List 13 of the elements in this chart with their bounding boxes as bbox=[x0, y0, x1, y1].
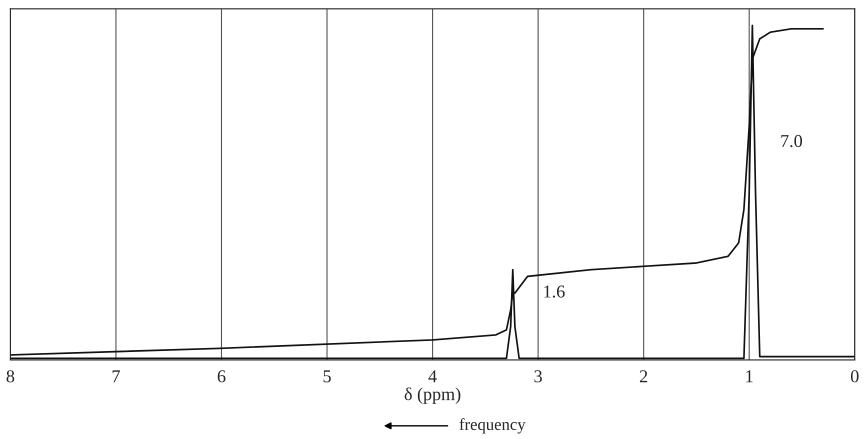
x-tick-label: 5 bbox=[324, 370, 331, 382]
x-tick-label: 2 bbox=[640, 370, 648, 382]
x-tick-label: 3 bbox=[534, 370, 542, 382]
x-tick-label: 8 bbox=[6, 370, 14, 382]
x-axis-title: δ (ppm) bbox=[404, 387, 460, 404]
x-tick-label: 7 bbox=[112, 370, 120, 382]
x-tick-label: 0 bbox=[850, 370, 859, 382]
x-tick-label: 6 bbox=[218, 370, 226, 382]
x-tick-label: 1 bbox=[746, 370, 753, 382]
annotation: 7.0 bbox=[781, 134, 802, 148]
x-tick-label: 4 bbox=[428, 370, 437, 382]
text: frequency bbox=[459, 418, 526, 434]
annotation: 1.6 bbox=[544, 285, 565, 298]
